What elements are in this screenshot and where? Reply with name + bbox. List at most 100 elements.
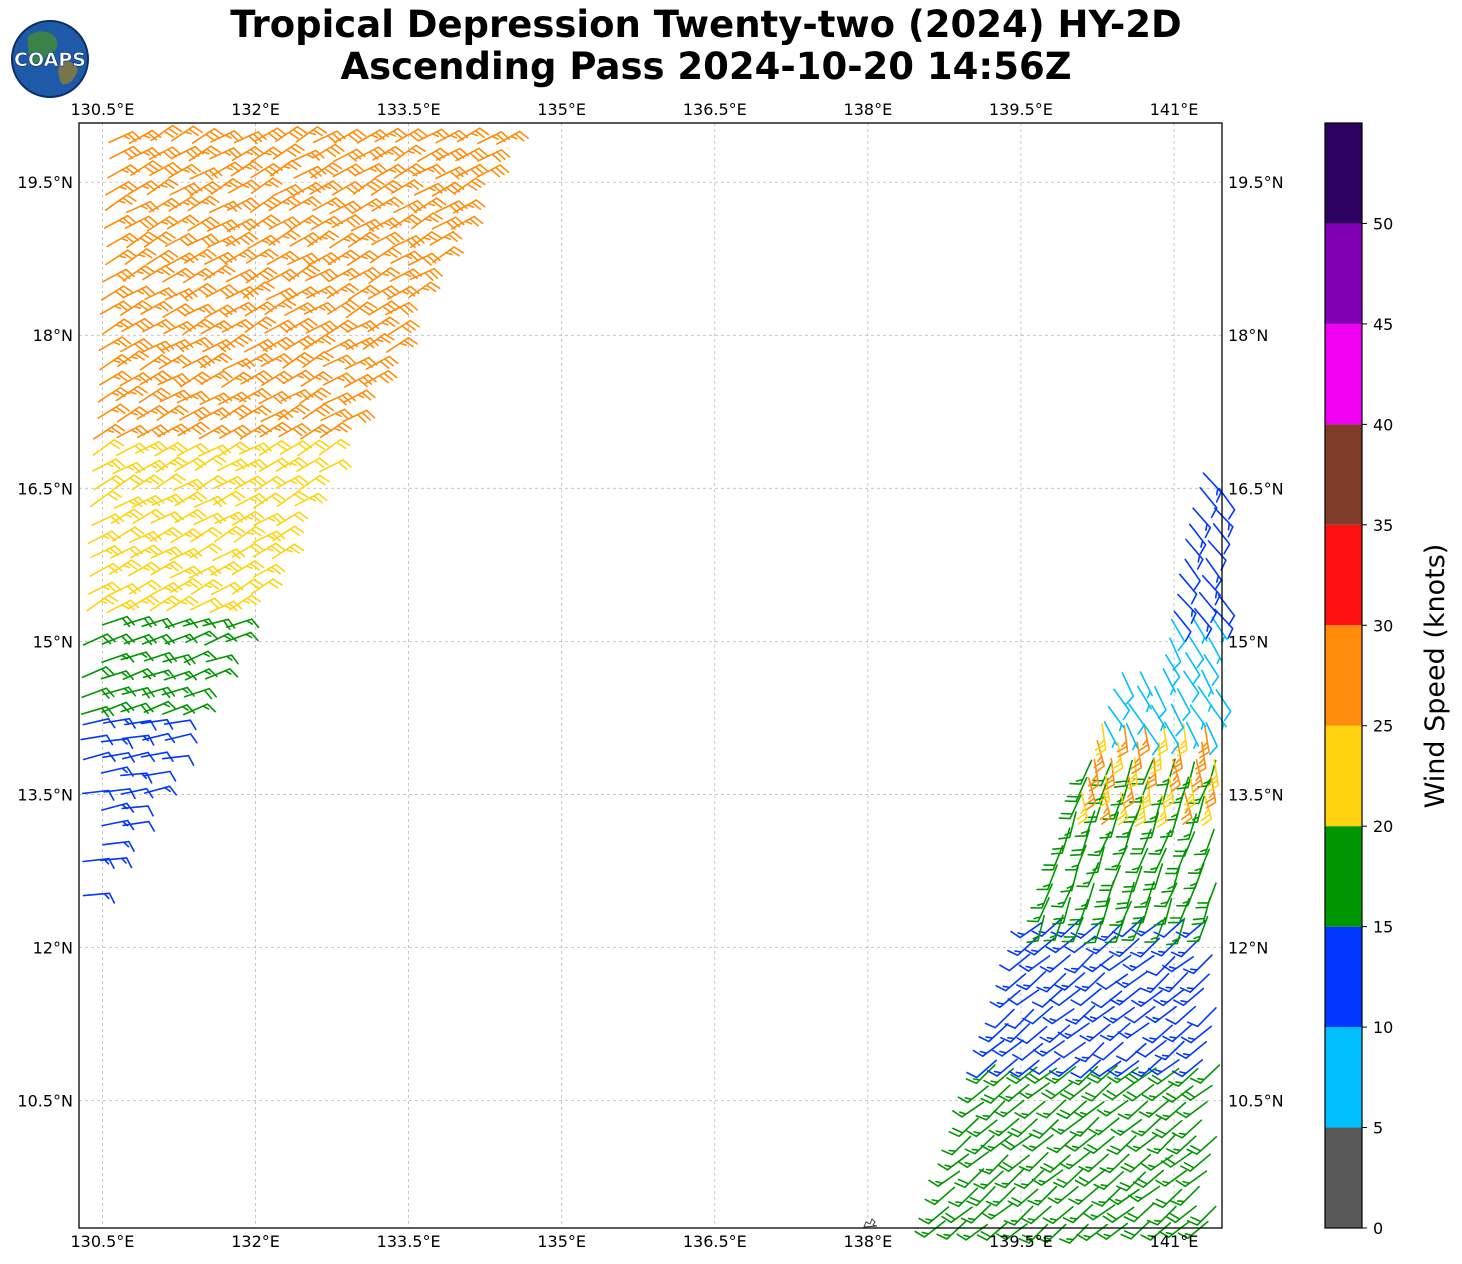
wind-barb (107, 164, 140, 179)
wind-barb (928, 1170, 961, 1187)
wind-barb (234, 475, 267, 490)
wind-barb (1172, 1059, 1204, 1078)
wind-barb (87, 530, 121, 544)
wind-barb (455, 147, 488, 162)
wind-barb (1031, 1169, 1064, 1186)
wind-barb (972, 1039, 1005, 1057)
wind-barb (941, 1135, 972, 1156)
wind-barb (1073, 1101, 1105, 1119)
wind-barb (92, 439, 125, 456)
globe-land-shape (27, 31, 58, 67)
wind-barb (1068, 1186, 1100, 1205)
wind-barb (120, 300, 153, 316)
map-background (79, 123, 1222, 1228)
wind-barb (322, 354, 356, 367)
wind-barb (389, 268, 423, 282)
wind-barb (1205, 722, 1218, 756)
wind-barb (221, 371, 254, 388)
wind-barb (131, 494, 165, 508)
wind-barb (954, 1168, 985, 1189)
wind-barb (239, 424, 272, 440)
wind-barb (1183, 670, 1200, 703)
wind-barb (1176, 723, 1188, 757)
wind-barb (1186, 721, 1200, 749)
wind-barb (176, 390, 210, 404)
wind-barb (266, 268, 300, 283)
wind-barb (177, 421, 210, 437)
wind-barb (264, 298, 297, 316)
wind-barb (980, 1134, 1012, 1152)
wind-barb (1175, 1041, 1207, 1060)
wind-barb (205, 654, 239, 665)
lon-tick-label-top: 133.5°E (377, 100, 441, 119)
lat-tick-label-left: 16.5°N (17, 479, 73, 498)
wind-barb (387, 319, 420, 336)
wind-barb (1074, 1042, 1105, 1063)
title-line-2: Ascending Pass 2024-10-20 14:56Z (340, 45, 1072, 88)
lon-tick-label-top: 135°E (537, 100, 586, 119)
wind-barb (367, 285, 401, 300)
wind-barb (216, 458, 250, 472)
wind-barb (268, 229, 301, 246)
wind-barb (369, 247, 402, 264)
wind-barb (312, 197, 345, 212)
wind-barb (200, 370, 233, 385)
wind-barb (252, 542, 286, 558)
wind-barb (348, 267, 382, 281)
wind-barb (325, 338, 359, 353)
wind-barb (280, 388, 314, 402)
wind-barb (1041, 1082, 1073, 1100)
wind-barb (362, 333, 395, 350)
wind-barb (150, 124, 183, 142)
wind-barb (319, 459, 352, 473)
wind-barb (1190, 1064, 1221, 1084)
wind-barb (966, 1186, 996, 1207)
wind-barb (224, 248, 257, 264)
wind-barb (1192, 507, 1212, 539)
wind-barb (329, 200, 363, 215)
wind-barb (1188, 636, 1205, 669)
wind-barb (417, 128, 451, 142)
lat-tick-label-left: 15°N (33, 632, 73, 651)
wind-barb (477, 149, 511, 163)
lon-tick-label-bottom: 141°E (1150, 1232, 1199, 1251)
wind-barb (1103, 758, 1116, 791)
wind-barb (143, 785, 177, 796)
wind-barb (302, 403, 334, 420)
wind-barb (191, 128, 224, 144)
coaps-logo: COAPS (11, 20, 89, 98)
wind-barb (354, 146, 388, 160)
wind-barb (214, 525, 246, 543)
wind-barb (385, 301, 418, 316)
wind-barb (258, 390, 292, 405)
wind-barb (1179, 573, 1198, 605)
wind-barb (158, 354, 192, 370)
wind-barb (393, 200, 427, 214)
wind-barb (1166, 1135, 1197, 1155)
wind-barb (124, 248, 157, 265)
wind-barb (1041, 844, 1064, 871)
wind-barb (282, 369, 315, 385)
wind-barb (282, 352, 315, 369)
wind-barb (190, 579, 224, 595)
wind-barb (262, 336, 296, 352)
wind-barb (1153, 988, 1185, 1007)
wind-barb (254, 475, 287, 492)
wind-barb (82, 892, 116, 904)
wind-barb (99, 370, 132, 386)
colorbar-tick-label: 20 (1373, 817, 1393, 836)
wind-barb (1058, 794, 1082, 820)
wind-barb (289, 214, 323, 231)
wind-barb (1121, 672, 1135, 705)
wind-barb (1156, 722, 1169, 756)
wind-barb (1084, 777, 1097, 811)
wind-barb (160, 339, 194, 353)
wind-barb (217, 441, 250, 457)
wind-barb (305, 285, 339, 299)
wind-barb (1116, 724, 1129, 758)
wind-barb (170, 125, 203, 142)
wind-barb (182, 355, 215, 369)
wind-barb (161, 754, 195, 766)
wind-barb (1187, 779, 1211, 805)
wind-barb (1113, 688, 1130, 721)
